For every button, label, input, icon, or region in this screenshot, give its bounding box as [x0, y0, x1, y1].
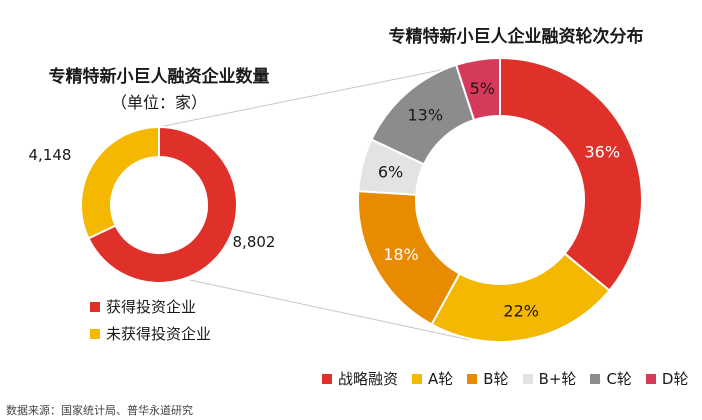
right-data-label-5: 13%: [407, 106, 443, 125]
left-slice-2: [80, 125, 160, 240]
left-legend: 获得投资企业 未获得投资企业: [90, 296, 211, 350]
left-legend-swatch-1: [90, 301, 100, 312]
right-donut-chart: 36% 22% 18% 6% 13% 5%: [357, 56, 643, 343]
left-legend-item-1: 获得投资企业: [90, 296, 211, 317]
right-legend-label-3: B轮: [483, 370, 509, 388]
left-chart-title: 专精特新小巨人融资企业数量 （单位：家）: [14, 64, 304, 116]
right-legend-label-4: B+轮: [538, 370, 577, 388]
right-legend-item-1: 战略融资: [322, 368, 398, 389]
left-slice-1: [87, 125, 238, 284]
right-legend-label-6: D轮: [661, 370, 689, 388]
left-data-label-1: 8,802: [233, 233, 276, 251]
right-legend-item-3: B轮: [467, 368, 509, 389]
right-legend-item-6: D轮: [645, 368, 689, 389]
right-legend: 战略融资 A轮 B轮 B+轮 C轮 D轮: [322, 368, 702, 389]
connector-line-bottom: [189, 279, 471, 341]
right-legend-item-5: C轮: [590, 368, 632, 389]
right-legend-swatch-5: [590, 373, 601, 384]
left-legend-swatch-2: [90, 328, 100, 339]
right-legend-swatch-2: [412, 373, 423, 384]
right-chart-title: 专精特新小巨人企业融资轮次分布: [388, 27, 644, 47]
left-legend-label-2: 未获得投资企业: [106, 325, 212, 343]
right-data-label-1: 36%: [584, 142, 620, 161]
left-donut-chart: 8,802 4,148: [29, 125, 276, 284]
left-legend-label-1: 获得投资企业: [106, 298, 197, 316]
right-slice-6: [454, 56, 501, 122]
left-data-label-2: 4,148: [29, 146, 72, 164]
right-data-label-4: 6%: [378, 162, 403, 181]
right-legend-swatch-6: [645, 373, 656, 384]
right-legend-label-5: C轮: [606, 370, 632, 388]
right-slice-1: [499, 56, 643, 292]
right-legend-swatch-3: [467, 373, 478, 384]
right-data-label-3: 18%: [383, 245, 419, 264]
right-legend-label-1: 战略融资: [338, 370, 399, 388]
data-source-note: 数据来源：国家统计局、普华永道研究: [6, 404, 193, 417]
left-chart-subtitle: （单位：家）: [110, 93, 207, 112]
right-legend-item-2: A轮: [412, 368, 453, 389]
right-legend-swatch-4: [522, 373, 533, 384]
left-chart-title-text: 专精特新小巨人融资企业数量: [48, 67, 270, 87]
right-legend-label-2: A轮: [428, 370, 454, 388]
left-legend-item-2: 未获得投资企业: [90, 323, 211, 344]
right-data-label-2: 22%: [503, 301, 539, 320]
right-legend-swatch-1: [322, 373, 332, 384]
right-data-label-6: 5%: [470, 79, 495, 98]
right-legend-item-4: B+轮: [522, 368, 577, 389]
